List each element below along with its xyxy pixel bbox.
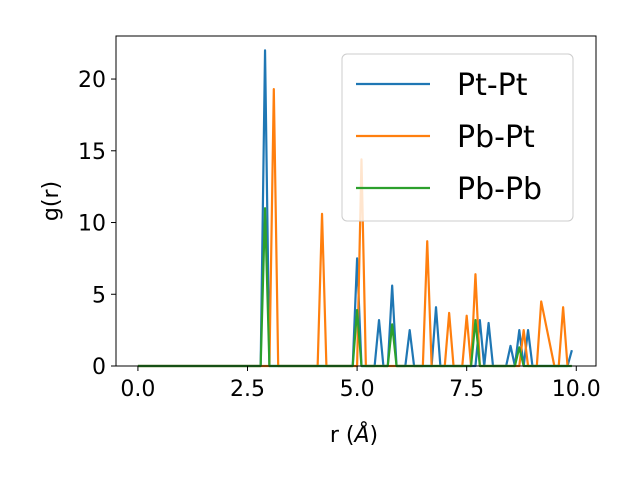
plot-frame <box>115 35 597 367</box>
y-tick-label: 10 <box>78 212 106 237</box>
y-axis: 0 5 10 15 20 <box>78 68 116 380</box>
x-axis-label-suffix: ) <box>370 423 379 448</box>
x-axis-label: r (Å) <box>330 421 378 448</box>
legend-frame <box>341 53 574 222</box>
legend: Pt-Pt Pb-Pt Pb-Pb <box>341 53 574 222</box>
x-axis: 0.0 2.5 5.0 7.5 10.0 <box>120 366 601 402</box>
x-tick-label: 7.5 <box>449 377 484 402</box>
series-line-pb-pb <box>137 207 572 368</box>
x-tick-label: 5.0 <box>340 377 375 402</box>
x-axis-label-prefix: r ( <box>330 423 355 448</box>
y-tick-label: 5 <box>92 283 106 308</box>
x-tick-label: 0.0 <box>120 377 155 402</box>
x-tick-label: 10.0 <box>552 377 601 402</box>
legend-label-pb-pt: Pb-Pt <box>457 120 535 155</box>
y-tick-label: 20 <box>78 68 106 93</box>
legend-label-pt-pt: Pt-Pt <box>457 68 528 103</box>
x-axis-label-symbol: Å <box>352 421 369 448</box>
y-axis-label: g(r) <box>39 181 64 221</box>
y-tick-label: 0 <box>92 355 106 380</box>
legend-label-pb-pb: Pb-Pb <box>457 172 542 207</box>
y-tick-label: 15 <box>78 140 106 165</box>
x-tick-label: 2.5 <box>230 377 265 402</box>
